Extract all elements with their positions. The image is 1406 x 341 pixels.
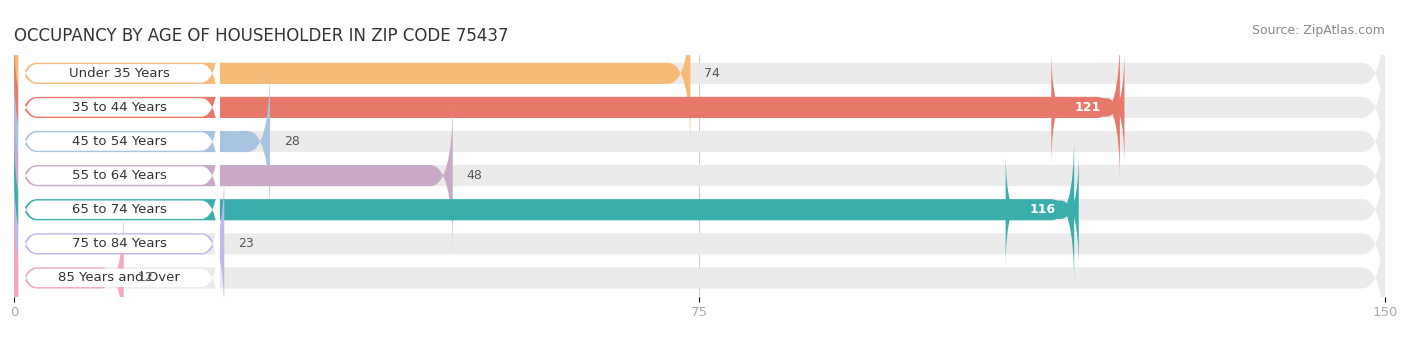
Text: 55 to 64 Years: 55 to 64 Years [72,169,166,182]
FancyBboxPatch shape [14,169,1385,318]
FancyBboxPatch shape [18,48,219,166]
Text: 48: 48 [467,169,482,182]
Text: 116: 116 [1029,203,1056,216]
Text: Source: ZipAtlas.com: Source: ZipAtlas.com [1251,24,1385,37]
FancyBboxPatch shape [14,33,1385,182]
FancyBboxPatch shape [18,117,219,235]
Text: 74: 74 [704,67,720,80]
Text: 45 to 54 Years: 45 to 54 Years [72,135,166,148]
FancyBboxPatch shape [14,101,453,250]
FancyBboxPatch shape [14,169,225,318]
Text: 121: 121 [1074,101,1101,114]
FancyBboxPatch shape [14,67,270,216]
FancyBboxPatch shape [18,219,219,337]
FancyBboxPatch shape [18,151,219,269]
FancyBboxPatch shape [14,101,1385,250]
Text: Under 35 Years: Under 35 Years [69,67,170,80]
FancyBboxPatch shape [14,0,690,148]
FancyBboxPatch shape [14,135,1074,284]
Text: 85 Years and Over: 85 Years and Over [58,271,180,284]
Text: 28: 28 [284,135,299,148]
FancyBboxPatch shape [14,203,124,341]
Text: 65 to 74 Years: 65 to 74 Years [72,203,166,216]
FancyBboxPatch shape [14,67,1385,216]
Text: OCCUPANCY BY AGE OF HOUSEHOLDER IN ZIP CODE 75437: OCCUPANCY BY AGE OF HOUSEHOLDER IN ZIP C… [14,27,509,45]
FancyBboxPatch shape [18,14,219,132]
Text: 12: 12 [138,271,153,284]
Text: 35 to 44 Years: 35 to 44 Years [72,101,166,114]
FancyBboxPatch shape [14,33,1121,182]
FancyBboxPatch shape [1005,151,1078,269]
FancyBboxPatch shape [18,83,219,201]
FancyBboxPatch shape [18,185,219,303]
Text: 23: 23 [238,237,253,250]
FancyBboxPatch shape [14,203,1385,341]
FancyBboxPatch shape [1052,48,1125,166]
FancyBboxPatch shape [14,0,1385,148]
Text: 75 to 84 Years: 75 to 84 Years [72,237,166,250]
FancyBboxPatch shape [14,135,1385,284]
